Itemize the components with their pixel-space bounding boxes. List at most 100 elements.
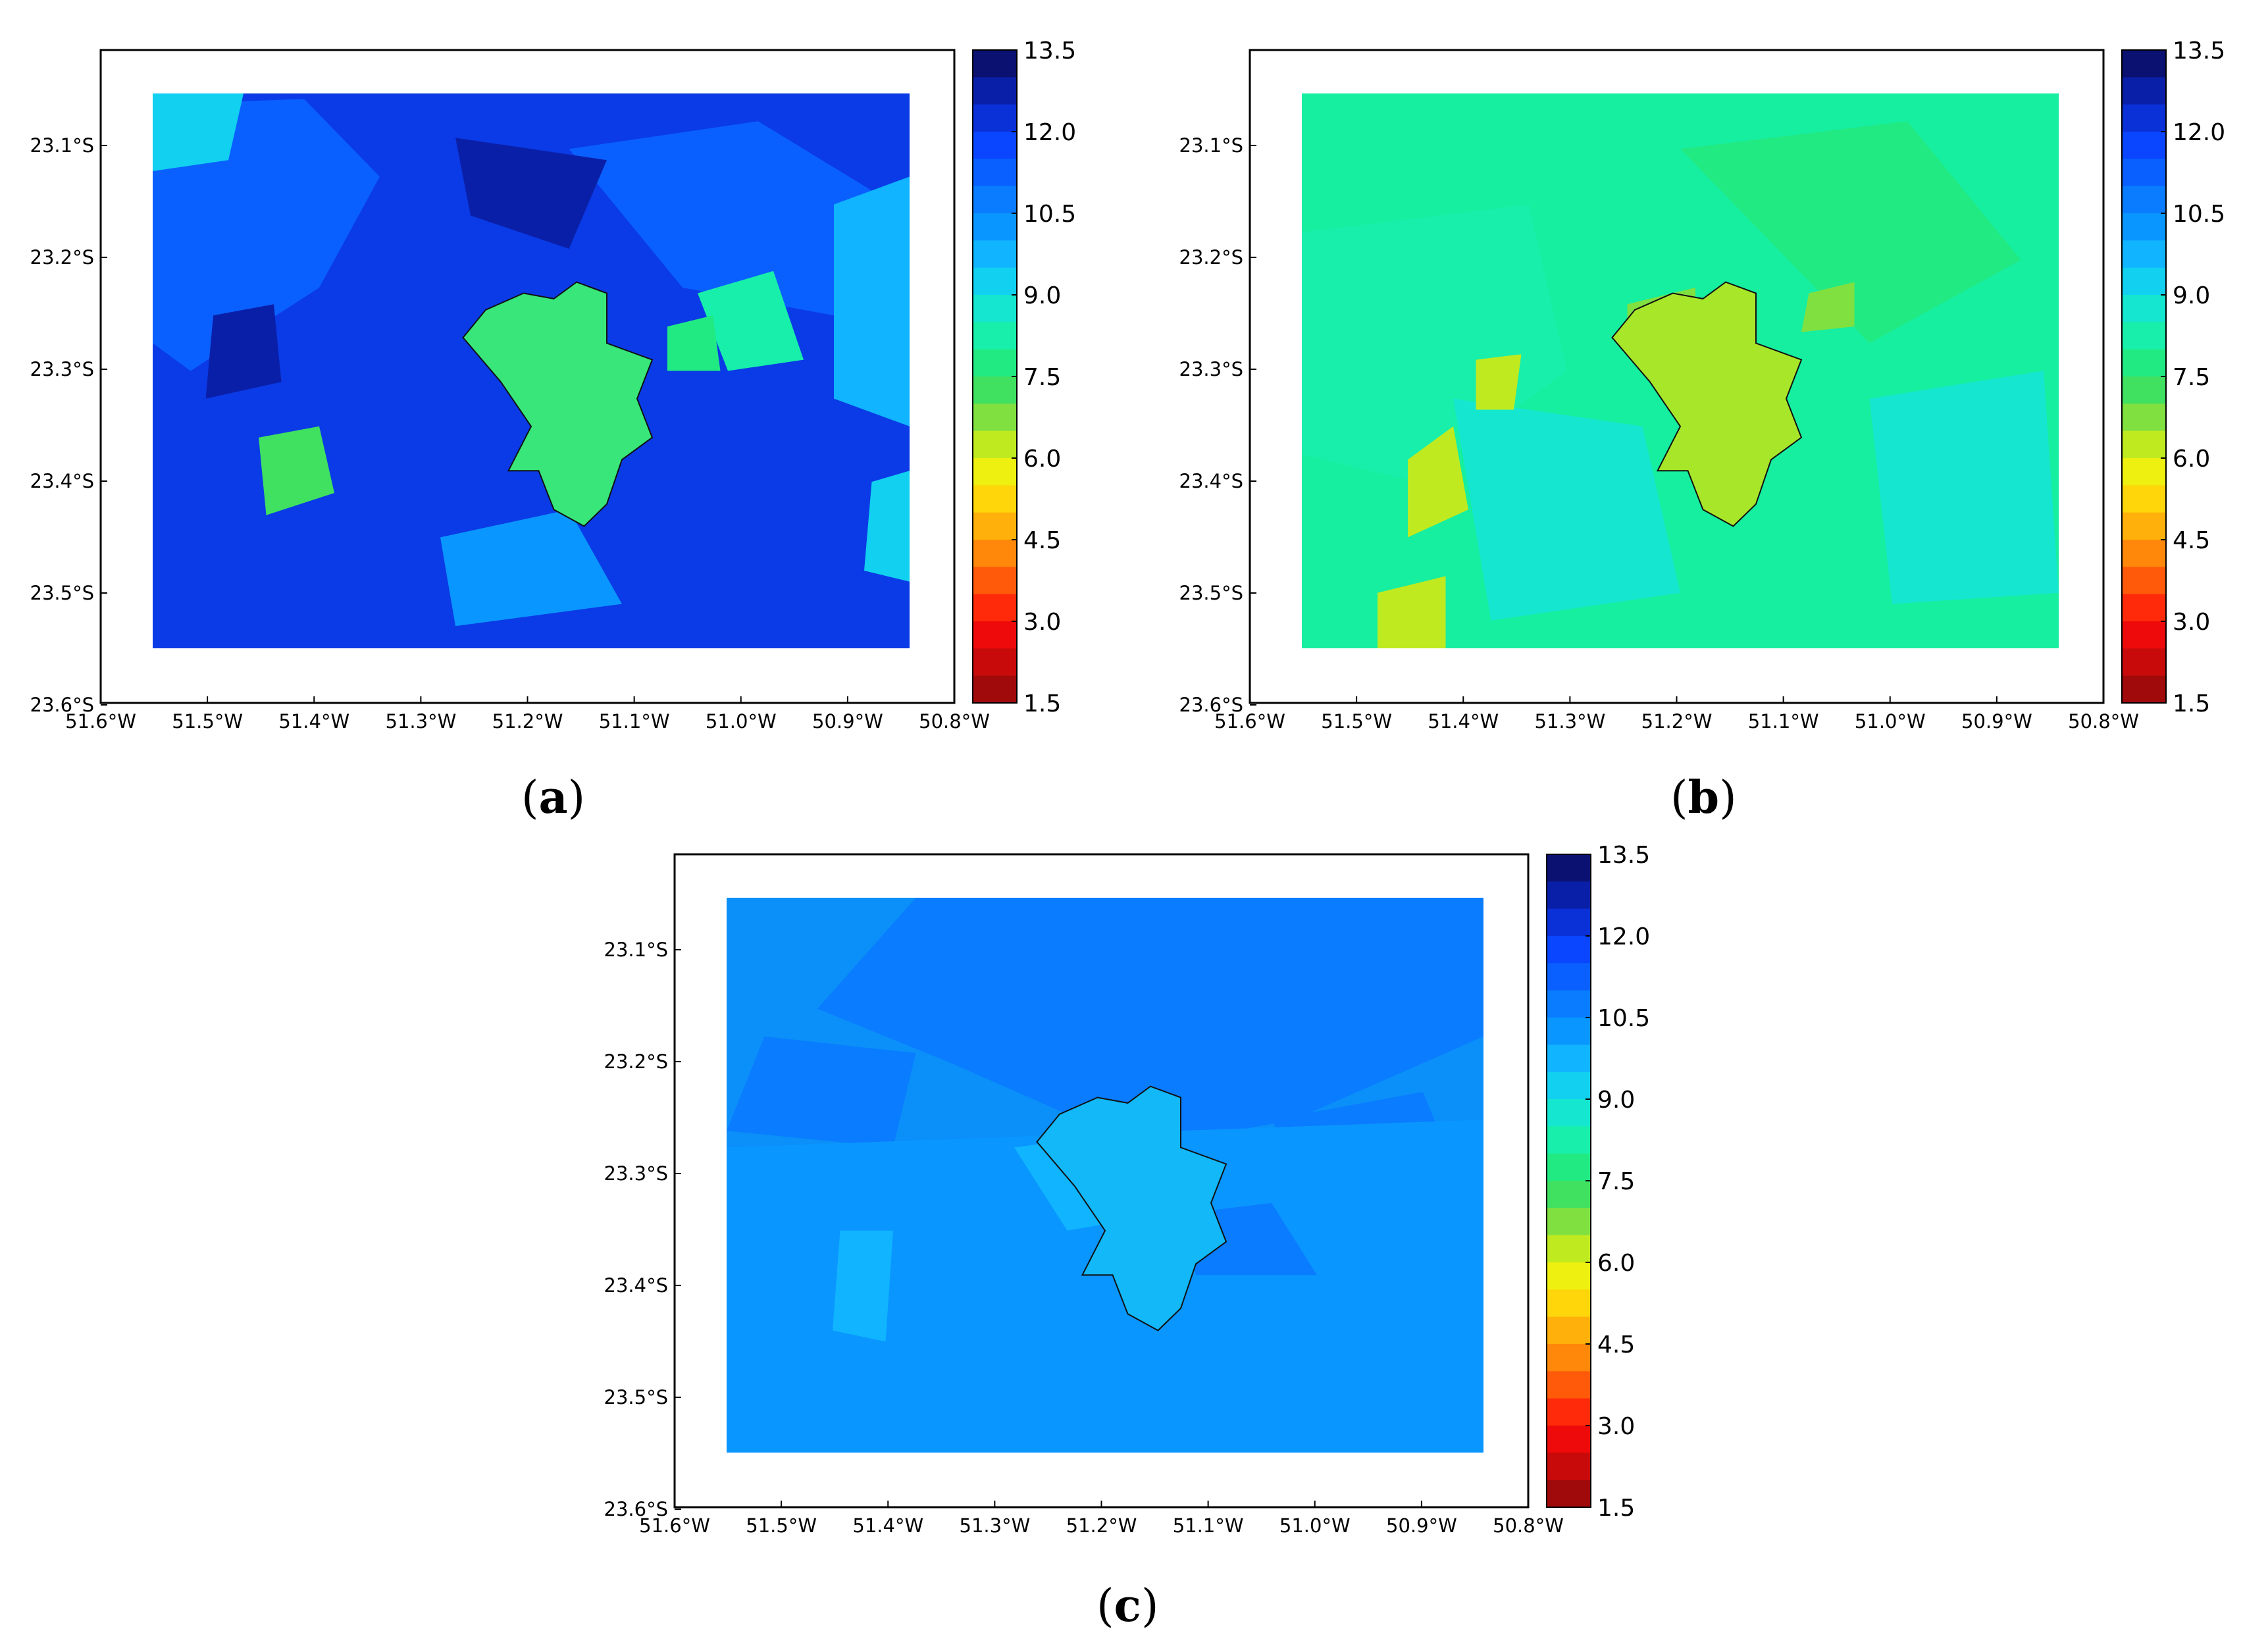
- colorbar-segment: [1547, 936, 1591, 964]
- lon-tick-label: 51.4°W: [278, 710, 349, 733]
- lat-tick-label: 23.6°S: [604, 1498, 668, 1520]
- contour-region: [259, 426, 334, 515]
- colorbar-segment: [1547, 881, 1591, 910]
- lon-tick-label: 51.2°W: [1641, 710, 1713, 733]
- lon-tick-label: 51.5°W: [1321, 710, 1392, 733]
- colorbar-segment: [1547, 908, 1591, 937]
- caption-close: ): [1719, 772, 1737, 824]
- colorbar-segment: [1547, 1480, 1591, 1508]
- lat-tick-label: 23.2°S: [604, 1050, 668, 1073]
- contour-region: [455, 138, 607, 249]
- colorbar-segment: [2122, 50, 2166, 78]
- colorbar-tick-label: 4.5: [2173, 527, 2210, 554]
- contour-region: [205, 304, 282, 399]
- colorbar-segment: [2122, 240, 2166, 269]
- colorbar-tick-label: 7.5: [1597, 1168, 1635, 1195]
- colorbar-segment: [2122, 349, 2166, 377]
- colorbar-segment: [973, 349, 1017, 377]
- contour-region: [727, 1036, 916, 1148]
- contour-region: [1680, 121, 2021, 344]
- colorbar-segment: [973, 322, 1017, 350]
- lon-tick-label: 51.6°W: [1214, 710, 1285, 733]
- lat-tick-label: 23.4°S: [30, 470, 94, 492]
- colorbar-segment: [973, 567, 1017, 595]
- caption-letter: c: [1114, 1580, 1141, 1632]
- colorbar-segment: [973, 540, 1017, 567]
- lat-tick-label: 23.1°S: [604, 939, 668, 961]
- colorbar-segment: [973, 485, 1017, 513]
- lat-tick-label: 23.2°S: [30, 246, 94, 269]
- colorbar-tick-label: 10.5: [1023, 201, 1076, 228]
- map-panel-a: 23.1°S 23.2°S 23.3°S 23.4°S 23.5°S 23.6°S 51.6…: [0, 0, 1077, 744]
- contour-region: [727, 1120, 1483, 1453]
- colorbar-segment: [2122, 512, 2166, 540]
- lon-tick-label: 50.9°W: [812, 710, 883, 733]
- contour-region: [834, 176, 910, 426]
- colorbar-segment: [1547, 1344, 1591, 1372]
- city-boundary: [1611, 281, 1803, 527]
- colorbar-segment: [1547, 1208, 1591, 1236]
- lon-tick-label: 51.1°W: [1748, 710, 1819, 733]
- lon-tick-label: 51.1°W: [1173, 1514, 1244, 1537]
- contour-region: [153, 99, 380, 371]
- contour-region: [698, 271, 804, 371]
- colorbar-tick-label: 6.0: [2173, 446, 2210, 473]
- colorbar-segment: [1547, 1453, 1591, 1481]
- lon-tick-label: 50.9°W: [1386, 1514, 1457, 1537]
- colorbar-segment: [2122, 132, 2166, 159]
- colorbar-segment: [973, 186, 1017, 214]
- colorbar-segment: [1547, 1181, 1591, 1208]
- colorbar-tick-label: 9.0: [2173, 282, 2210, 309]
- colorbar-segment: [973, 430, 1017, 459]
- lat-tick-label: 23.6°S: [30, 694, 94, 716]
- contour-region: [833, 1230, 893, 1342]
- colorbar-tick-label: 6.0: [1023, 446, 1061, 473]
- panel-caption-b: (b): [1670, 771, 1737, 824]
- colorbar-tick-label: 10.5: [2173, 201, 2225, 228]
- field-contours: [1302, 121, 2059, 648]
- colorbar-segment: [2122, 295, 2166, 323]
- colorbar-tick-label: 4.5: [1023, 527, 1061, 554]
- caption-open: (: [1670, 772, 1688, 824]
- caption-close: ): [567, 772, 586, 824]
- panel-caption-c: (c): [1096, 1580, 1158, 1632]
- colorbar-segment: [2122, 186, 2166, 214]
- colorbar-segment: [2122, 648, 2166, 677]
- city-boundary: [1036, 1085, 1227, 1331]
- colorbar-segment: [973, 376, 1017, 404]
- colorbar-segment: [1547, 1371, 1591, 1399]
- colorbar-segment: [2122, 567, 2166, 595]
- colorbar-segment: [1547, 1398, 1591, 1426]
- lon-tick-label: 51.2°W: [1066, 1514, 1137, 1537]
- colorbar-segment: [973, 50, 1017, 78]
- colorbar-segment: [1547, 990, 1591, 1018]
- colorbar: 13.5 12.0 10.5 9.0 7.5 6.0 4.5 3.0 1.5: [1546, 842, 1650, 1522]
- colorbar-tick-label: 9.0: [1023, 282, 1061, 309]
- lon-tick-label: 51.0°W: [1855, 710, 1926, 733]
- map-figure-a: 23.1°S 23.2°S 23.3°S 23.4°S 23.5°S 23.6°S51.6…: [30, 38, 1077, 733]
- map-panel-b: 23.1°S 23.2°S 23.3°S 23.4°S 23.5°S 23.6°S 51.6…: [1149, 0, 2226, 744]
- colorbar-segment: [1547, 963, 1591, 991]
- lat-tick-label: 23.5°S: [1179, 582, 1243, 604]
- colorbar-segment: [2122, 213, 2166, 241]
- colorbar-segment: [973, 621, 1017, 649]
- lon-tick-label: 51.3°W: [960, 1514, 1031, 1537]
- panel-caption-a: (a): [521, 771, 585, 824]
- contour-region: [1476, 354, 1522, 410]
- lon-tick-label: 50.8°W: [1493, 1514, 1564, 1537]
- lat-tick-label: 23.5°S: [604, 1386, 668, 1408]
- colorbar-segment: [973, 648, 1017, 677]
- colorbar-segment: [2122, 458, 2166, 486]
- colorbar-segment: [2122, 675, 2166, 704]
- contour-region: [864, 471, 910, 582]
- colorbar-segment: [1547, 1262, 1591, 1290]
- lat-tick-label: 23.3°S: [1179, 358, 1243, 380]
- map-figure-c: 23.1°S 23.2°S 23.3°S 23.4°S 23.5°S 23.6°S51.6…: [604, 842, 1651, 1537]
- colorbar-segment: [1547, 1018, 1591, 1045]
- city-boundary: [462, 281, 654, 527]
- colorbar-segment: [973, 594, 1017, 622]
- colorbar-tick-label: 3.0: [1597, 1413, 1635, 1440]
- contour-region: [1453, 398, 1680, 621]
- contour-region: [1801, 282, 1855, 332]
- lon-tick-label: 51.4°W: [852, 1514, 923, 1537]
